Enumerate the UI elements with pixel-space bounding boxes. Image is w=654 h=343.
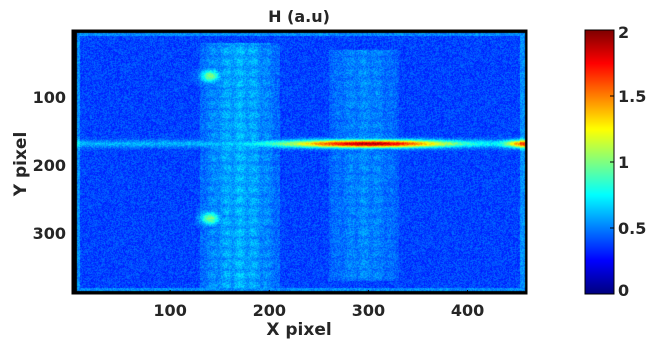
y-tick-label: 300 [33, 224, 66, 243]
colorbar-tick-label: 0 [618, 281, 629, 300]
colorbar-ticks: 0 0.5 1 1.5 2 [610, 23, 646, 300]
y-tick-label: 100 [33, 88, 66, 107]
x-tick-label: 400 [451, 301, 484, 320]
colorbar-tick-label: 0.5 [618, 219, 646, 238]
plot-frame [71, 29, 528, 295]
x-tick-label: 100 [153, 301, 186, 320]
x-axis-label: X pixel [266, 320, 331, 340]
x-tick-label: 300 [352, 301, 385, 320]
colorbar-frame [584, 29, 615, 295]
colorbar-tick-label: 2 [618, 23, 629, 42]
y-axis-ticks: 100 200 300 [33, 88, 76, 243]
colorbar-tick-label: 1.5 [618, 87, 646, 106]
y-tick-label: 200 [33, 156, 66, 175]
x-axis-ticks: 100 200 300 400 [153, 290, 484, 320]
colorbar-tick-label: 1 [618, 153, 629, 172]
x-tick-label: 200 [253, 301, 286, 320]
y-axis-label: Y pixel [11, 132, 31, 198]
chart-title: H (a.u) [268, 7, 330, 26]
